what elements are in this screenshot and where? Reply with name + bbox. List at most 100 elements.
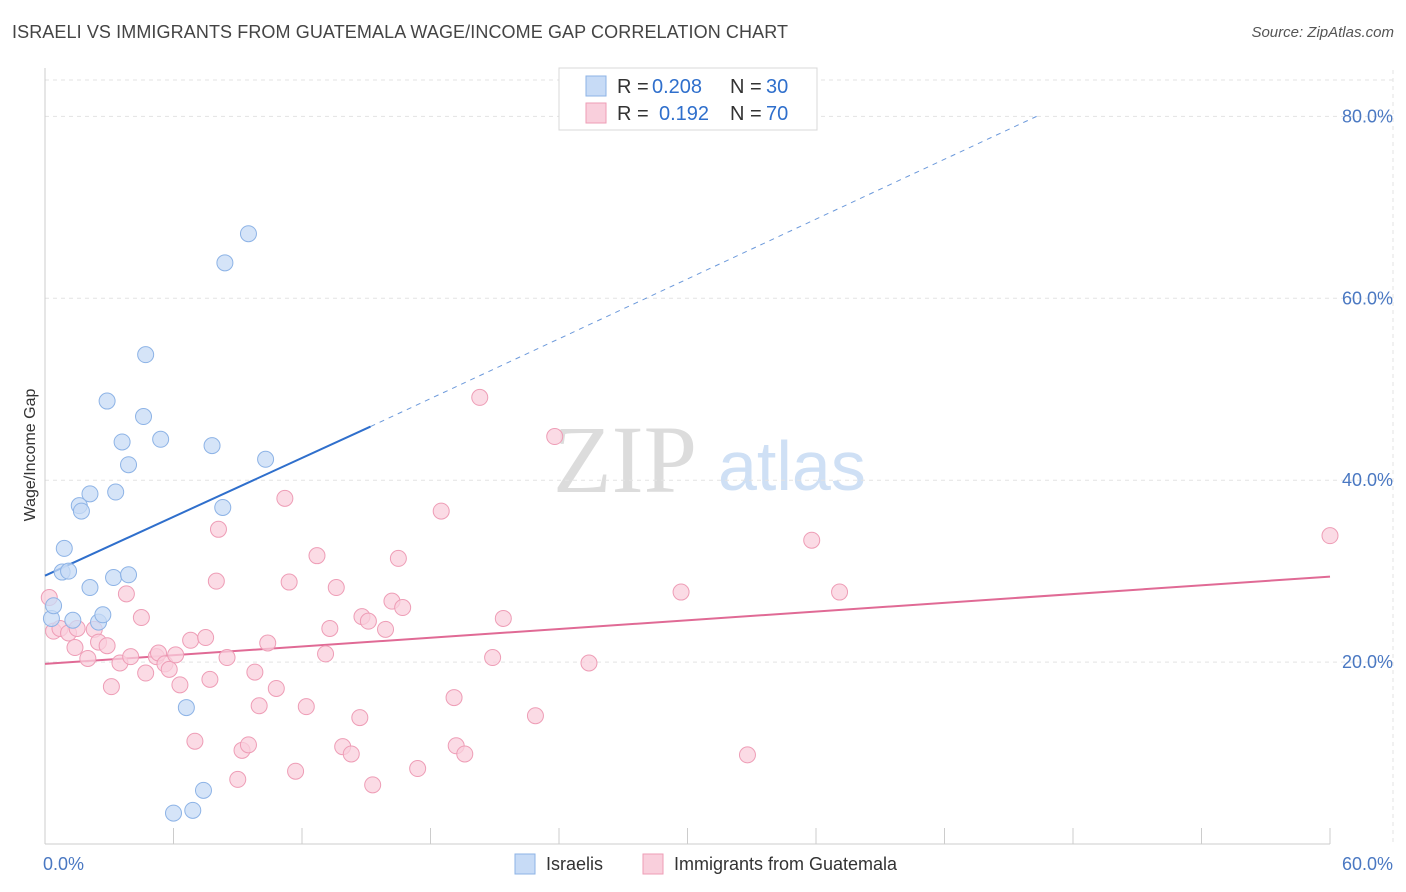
- bottom-legend-swatch-guatemala: [642, 853, 664, 875]
- legend-n-value-guatemala: 70: [766, 103, 788, 125]
- point-guatemala: [209, 520, 227, 538]
- point-guatemala: [79, 649, 97, 667]
- point-israelis: [239, 225, 257, 243]
- point-guatemala: [389, 549, 407, 567]
- point-guatemala: [1321, 527, 1339, 545]
- point-guatemala: [409, 760, 427, 778]
- point-guatemala: [98, 637, 116, 655]
- point-israelis: [105, 569, 123, 587]
- grid: [45, 70, 1394, 844]
- watermark-atlas: atlas: [718, 427, 866, 505]
- x-tick-label: 60.0%: [1342, 854, 1393, 874]
- point-guatemala: [239, 736, 257, 754]
- legend-n-label-guatemala: N =: [730, 103, 762, 125]
- point-guatemala: [471, 388, 489, 406]
- point-guatemala: [317, 645, 335, 663]
- bottom-legend-guatemala: Immigrants from Guatemala: [674, 854, 898, 874]
- y-tick-label: 20.0%: [1342, 652, 1393, 672]
- axes: [44, 68, 1331, 845]
- point-guatemala: [377, 620, 395, 638]
- point-guatemala: [364, 776, 382, 794]
- point-guatemala: [494, 609, 512, 627]
- point-israelis: [94, 606, 112, 624]
- tick-labels: 20.0% 40.0% 60.0% 80.0% 0.0% 60.0%: [43, 106, 1393, 874]
- point-israelis: [184, 801, 202, 819]
- point-guatemala: [197, 629, 215, 647]
- point-guatemala: [484, 649, 502, 667]
- bottom-legend-swatch-israelis: [514, 853, 536, 875]
- trendline-israelis-extension: [370, 115, 1037, 427]
- point-israelis: [81, 579, 99, 597]
- point-guatemala: [327, 579, 345, 597]
- point-israelis: [55, 539, 73, 557]
- point-israelis: [152, 430, 170, 448]
- watermark: ZIP atlas: [553, 406, 866, 513]
- point-israelis: [72, 502, 90, 520]
- point-guatemala: [456, 745, 474, 763]
- legend-r-value-israelis: 0.208: [652, 76, 702, 98]
- point-guatemala: [526, 707, 544, 725]
- y-tick-label: 60.0%: [1342, 288, 1393, 308]
- legend-swatch-israelis: [585, 75, 607, 97]
- point-israelis: [203, 437, 221, 455]
- point-guatemala: [259, 634, 277, 652]
- point-israelis: [120, 566, 138, 584]
- point-guatemala: [308, 547, 326, 565]
- point-guatemala: [229, 770, 247, 788]
- legend-r-value-guatemala: 0.192: [659, 103, 709, 125]
- point-guatemala: [394, 599, 412, 617]
- point-guatemala: [280, 573, 298, 591]
- trendline-guatemala: [44, 575, 1331, 665]
- bottom-legend: Israelis Immigrants from Guatemala: [514, 853, 898, 875]
- point-guatemala: [297, 698, 315, 716]
- point-israelis: [216, 254, 234, 272]
- legend-box: R = 0.208 N = 30 R = 0.192 N = 70: [558, 67, 818, 131]
- point-guatemala: [218, 649, 236, 667]
- point-guatemala: [132, 609, 150, 627]
- point-guatemala: [171, 676, 189, 694]
- source-label: Source: ZipAtlas.com: [1251, 24, 1394, 41]
- point-guatemala: [321, 619, 339, 637]
- chart-title: ISRAELI VS IMMIGRANTS FROM GUATEMALA WAG…: [12, 22, 789, 42]
- point-guatemala: [66, 639, 84, 657]
- y-tick-label: 80.0%: [1342, 106, 1393, 126]
- point-guatemala: [207, 572, 225, 590]
- point-guatemala: [831, 583, 849, 601]
- point-guatemala: [738, 746, 756, 764]
- point-guatemala: [287, 762, 305, 780]
- legend-n-label-israelis: N =: [730, 76, 762, 98]
- point-guatemala: [160, 660, 178, 678]
- point-israelis: [135, 408, 153, 426]
- point-guatemala: [359, 612, 377, 630]
- point-guatemala: [102, 678, 120, 696]
- point-guatemala: [267, 679, 285, 697]
- y-axis-label: Wage/Income Gap: [22, 389, 39, 522]
- point-guatemala: [445, 689, 463, 707]
- trendline-israelis: [44, 425, 371, 577]
- point-guatemala: [167, 646, 185, 664]
- legend-r-label-israelis: R =: [617, 76, 649, 98]
- point-israelis: [60, 562, 78, 580]
- point-israelis: [113, 433, 131, 451]
- legend-swatch-guatemala: [585, 102, 607, 124]
- point-israelis: [120, 456, 138, 474]
- point-israelis: [257, 450, 275, 468]
- point-israelis: [177, 699, 195, 717]
- point-israelis: [98, 392, 116, 410]
- point-israelis: [214, 498, 232, 516]
- point-guatemala: [250, 697, 268, 715]
- point-israelis: [137, 346, 155, 364]
- point-israelis: [81, 485, 99, 503]
- point-guatemala: [351, 709, 369, 727]
- legend-r-label-guatemala: R =: [617, 103, 649, 125]
- point-israelis: [165, 804, 182, 822]
- point-guatemala: [342, 745, 360, 763]
- bottom-legend-israelis: Israelis: [546, 854, 603, 874]
- point-guatemala: [186, 732, 204, 750]
- point-guatemala: [246, 663, 264, 681]
- legend-n-value-israelis: 30: [766, 76, 788, 98]
- data-points: [40, 225, 1339, 822]
- point-guatemala: [122, 648, 140, 666]
- point-israelis: [194, 781, 212, 799]
- point-guatemala: [803, 531, 821, 549]
